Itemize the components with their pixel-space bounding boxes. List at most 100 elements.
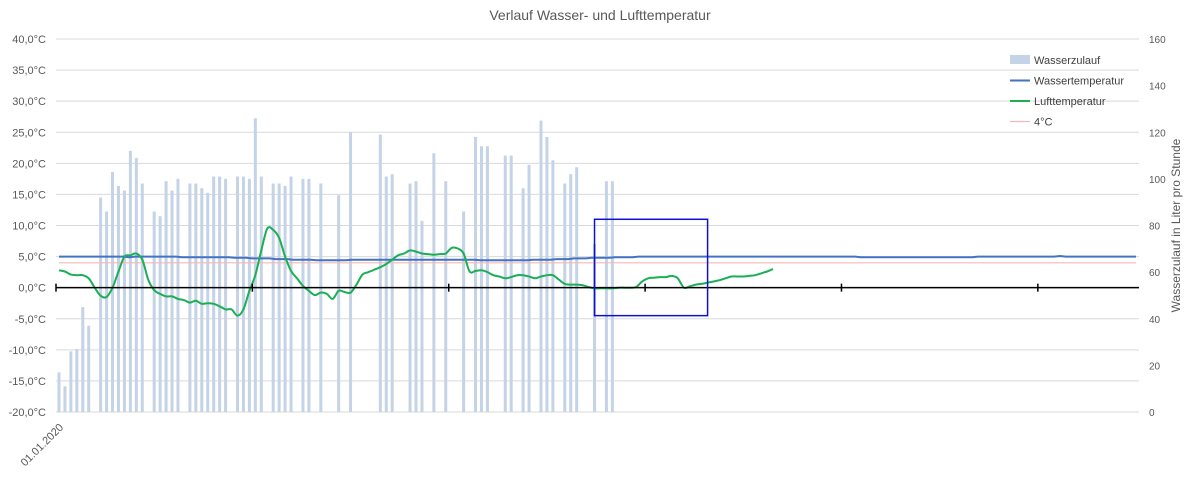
- bar: [414, 181, 418, 412]
- bar: [527, 164, 531, 412]
- y-axis-left-ticks: 40,0°C 35,0°C 30,0°C 25,0°C 20,0°C 15,0°C 10,0…: [9, 34, 46, 419]
- bar: [57, 372, 61, 412]
- line-series-wassertemperatur: [59, 254, 1136, 262]
- bar: [563, 183, 567, 412]
- bar: [503, 155, 507, 412]
- bar: [75, 349, 79, 412]
- legend-label: Wassertemperatur: [1034, 76, 1124, 88]
- bar: [408, 183, 412, 412]
- bar: [569, 174, 573, 412]
- bar: [116, 185, 120, 412]
- bar: [99, 197, 103, 412]
- y2-tick-label: 140: [1149, 82, 1166, 93]
- bar: [247, 178, 251, 412]
- bar: [277, 183, 281, 412]
- highlight-rectangle: [593, 218, 709, 317]
- bar: [87, 325, 91, 412]
- bar: [432, 153, 436, 412]
- bar: [474, 136, 478, 412]
- bar: [575, 167, 579, 412]
- y-tick-label: 15,0°C: [12, 189, 46, 201]
- bar: [444, 181, 448, 412]
- y2-tick-label: 120: [1149, 128, 1166, 139]
- y2-tick-label: 100: [1149, 175, 1166, 186]
- y-tick-label: 40,0°C: [12, 34, 46, 46]
- bar: [420, 220, 424, 412]
- bar: [69, 351, 73, 412]
- bar: [378, 134, 382, 413]
- bar: [241, 176, 245, 412]
- bar: [390, 174, 394, 412]
- y2-tick-label: 160: [1149, 35, 1166, 46]
- bar: [188, 183, 192, 412]
- bar: [301, 178, 305, 412]
- y-tick-label: -10,0°C: [9, 345, 46, 357]
- bar: [170, 190, 174, 412]
- bar: [384, 176, 388, 412]
- line-series-lufttemperatur: [58, 226, 774, 317]
- bar: [283, 185, 287, 412]
- zero-axis-ticks: [55, 283, 1039, 292]
- y-tick-label: 25,0°C: [12, 127, 46, 139]
- bar: [271, 183, 275, 412]
- y-tick-label: 5,0°C: [18, 252, 46, 264]
- bar: [604, 181, 608, 412]
- legend-label: Lufttemperatur: [1034, 96, 1106, 108]
- bar: [259, 176, 263, 412]
- y-tick-label: 30,0°C: [12, 96, 46, 108]
- y-tick-label: 0,0°C: [18, 283, 46, 295]
- bar: [462, 211, 466, 412]
- bar: [479, 146, 483, 413]
- bar: [176, 178, 180, 412]
- bar: [307, 178, 311, 412]
- bar: [289, 176, 293, 412]
- y2-tick-label: 0: [1149, 408, 1155, 419]
- bar: [122, 190, 126, 412]
- legend-swatch: [1010, 55, 1030, 64]
- bar: [319, 183, 323, 412]
- bar: [140, 183, 144, 412]
- bar: [224, 178, 228, 412]
- x-axis-ticks: 01.01.2020: [19, 422, 66, 469]
- bar: [81, 307, 85, 412]
- y2-tick-label: 60: [1149, 268, 1161, 279]
- bar: [63, 386, 67, 412]
- bar: [218, 176, 222, 412]
- bar-series-wasserzulauf: [57, 118, 614, 413]
- bar: [349, 132, 353, 412]
- legend-label: Wasserzulauf: [1034, 55, 1101, 67]
- bar: [212, 176, 216, 412]
- bar: [235, 176, 239, 412]
- y-tick-label: -15,0°C: [9, 376, 46, 388]
- bar: [509, 155, 513, 412]
- bar: [105, 211, 109, 412]
- bar: [128, 150, 132, 412]
- bar: [253, 118, 257, 412]
- bar: [521, 188, 525, 412]
- bar: [593, 244, 597, 412]
- y2-axis-title: Wasserzulauf in Liter pro Stunde: [1169, 138, 1183, 312]
- bar: [610, 181, 614, 412]
- y-tick-label: 10,0°C: [12, 221, 46, 233]
- bar: [200, 188, 204, 412]
- bar: [111, 171, 115, 412]
- bar: [134, 157, 138, 412]
- y-tick-label: 35,0°C: [12, 65, 46, 77]
- bar: [551, 160, 555, 412]
- y2-tick-label: 40: [1149, 315, 1161, 326]
- chart-title: Verlauf Wasser- und Lufttemperatur: [489, 7, 711, 23]
- bar: [152, 211, 156, 412]
- y2-tick-label: 80: [1149, 222, 1161, 233]
- y-tick-label: -20,0°C: [9, 407, 46, 419]
- y-tick-label: -5,0°C: [15, 314, 46, 326]
- y2-tick-label: 20: [1149, 361, 1161, 372]
- y-axis-right-ticks: 160 140 120 100 80 60 40 20 0: [1149, 35, 1166, 419]
- legend: Wasserzulauf Wassertemperatur Lufttemperat…: [1010, 55, 1124, 129]
- bar: [158, 216, 162, 412]
- legend-label: 4°C: [1034, 117, 1053, 129]
- bar: [539, 120, 543, 412]
- x-tick-label: 01.01.2020: [19, 422, 66, 469]
- y-tick-label: 20,0°C: [12, 158, 46, 170]
- bar: [485, 146, 489, 413]
